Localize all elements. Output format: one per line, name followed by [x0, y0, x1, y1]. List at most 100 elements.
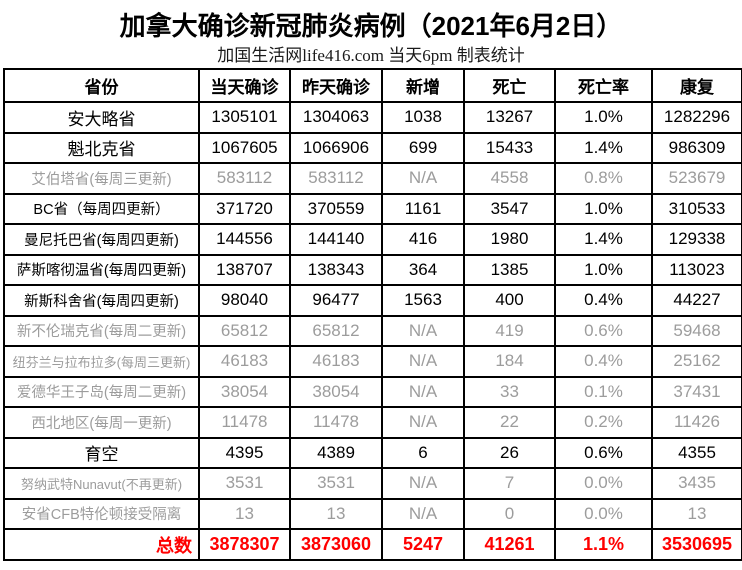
- column-header: 省份: [3, 68, 200, 103]
- value-cell: 400: [463, 284, 556, 317]
- value-cell: 1.4%: [554, 131, 653, 164]
- value-cell: 364: [381, 253, 465, 286]
- table-row: 新不伦瑞克省(每周二更新) 65812 65812 N/A 419 0.6% 59468: [3, 314, 742, 347]
- value-cell: 37431: [651, 375, 742, 408]
- value-cell: 44227: [651, 284, 742, 317]
- value-cell: N/A: [381, 467, 465, 500]
- value-cell: 0.0%: [554, 467, 653, 500]
- value-cell: 1.0%: [554, 101, 653, 134]
- table-body: 安大略省 1305101 1304063 1038 13267 1.0% 1282296 魁北…: [3, 101, 742, 561]
- province-cell: 新不伦瑞克省(每周二更新): [3, 314, 200, 347]
- value-cell: 59468: [651, 314, 742, 347]
- value-cell: 13: [651, 497, 742, 530]
- column-header: 昨天确诊: [289, 68, 383, 103]
- value-cell: 6: [381, 436, 465, 469]
- value-cell: 138343: [289, 253, 383, 286]
- value-cell: 1282296: [651, 101, 742, 134]
- value-cell: N/A: [381, 314, 465, 347]
- value-cell: 11478: [289, 406, 383, 439]
- value-cell: N/A: [381, 497, 465, 530]
- value-cell: 1305101: [198, 101, 291, 134]
- value-cell: 4389: [289, 436, 383, 469]
- table-row: 纽芬兰与拉布拉多(每周三更新) 46183 46183 N/A 184 0.4% 25162: [3, 345, 742, 378]
- value-cell: 370559: [289, 192, 383, 225]
- value-cell: 138707: [198, 253, 291, 286]
- value-cell: 129338: [651, 223, 742, 256]
- value-cell: 46183: [289, 345, 383, 378]
- total-row: 总数 3878307 3873060 5247 41261 1.1% 3530695: [3, 528, 742, 561]
- column-header: 康复: [651, 68, 742, 103]
- table-row: 萨斯喀彻温省(每周四更新) 138707 138343 364 1385 1.0% 1130…: [3, 253, 742, 286]
- value-cell: 3435: [651, 467, 742, 500]
- table-row: BC省（每周四更新） 371720 370559 1161 3547 1.0% 310533: [3, 192, 742, 225]
- value-cell: N/A: [381, 406, 465, 439]
- value-cell: 113023: [651, 253, 742, 286]
- column-header: 死亡率: [554, 68, 653, 103]
- value-cell: 1385: [463, 253, 556, 286]
- value-cell: 38054: [289, 375, 383, 408]
- province-cell: 西北地区(每周一更新): [3, 406, 200, 439]
- value-cell: 11478: [198, 406, 291, 439]
- value-cell: 0.6%: [554, 314, 653, 347]
- value-cell: 0.2%: [554, 406, 653, 439]
- column-header: 死亡: [463, 68, 556, 103]
- value-cell: 3531: [289, 467, 383, 500]
- total-label: 总数: [3, 528, 200, 561]
- value-cell: 26: [463, 436, 556, 469]
- value-cell: 523679: [651, 162, 742, 195]
- value-cell: 3531: [198, 467, 291, 500]
- value-cell: 1980: [463, 223, 556, 256]
- table-row: 新斯科舍省(每周四更新) 98040 96477 1563 400 0.4% 44227: [3, 284, 742, 317]
- value-cell: 310533: [651, 192, 742, 225]
- value-cell: 1161: [381, 192, 465, 225]
- value-cell: 0: [463, 497, 556, 530]
- value-cell: 25162: [651, 345, 742, 378]
- value-cell: 38054: [198, 375, 291, 408]
- value-cell: 98040: [198, 284, 291, 317]
- value-cell: 144556: [198, 223, 291, 256]
- table-row: 育空 4395 4389 6 26 0.6% 4355: [3, 436, 742, 469]
- value-cell: 11426: [651, 406, 742, 439]
- value-cell: 0.1%: [554, 375, 653, 408]
- value-cell: 13: [289, 497, 383, 530]
- covid-stats-table: 省份 当天确诊 昨天确诊 新增 死亡 死亡率 康复 安大略省 1305101 1304063 10…: [3, 68, 742, 561]
- value-cell: 1038: [381, 101, 465, 134]
- value-cell: 0.4%: [554, 284, 653, 317]
- value-cell: 419: [463, 314, 556, 347]
- value-cell: 0.4%: [554, 345, 653, 378]
- value-cell: 65812: [289, 314, 383, 347]
- table-row: 爱德华王子岛(每周二更新) 38054 38054 N/A 33 0.1% 37431: [3, 375, 742, 408]
- value-cell: 3547: [463, 192, 556, 225]
- table-row: 安省CFB特伦顿接受隔离 13 13 N/A 0 0.0% 13: [3, 497, 742, 530]
- value-cell: 1067605: [198, 131, 291, 164]
- province-cell: BC省（每周四更新）: [3, 192, 200, 225]
- province-cell: 安大略省: [3, 101, 200, 134]
- province-cell: 育空: [3, 436, 200, 469]
- total-value-cell: 3878307: [198, 528, 291, 561]
- value-cell: 4355: [651, 436, 742, 469]
- total-value-cell: 3530695: [651, 528, 742, 561]
- value-cell: 15433: [463, 131, 556, 164]
- province-cell: 魁北克省: [3, 131, 200, 164]
- value-cell: 371720: [198, 192, 291, 225]
- value-cell: 1304063: [289, 101, 383, 134]
- table-row: 努纳武特Nunavut(不再更新) 3531 3531 N/A 7 0.0% 3435: [3, 467, 742, 500]
- value-cell: 1563: [381, 284, 465, 317]
- page-title: 加拿大确诊新冠肺炎病例（2021年6月2日）: [119, 11, 623, 41]
- value-cell: 7: [463, 467, 556, 500]
- value-cell: 13: [198, 497, 291, 530]
- value-cell: 416: [381, 223, 465, 256]
- value-cell: 4395: [198, 436, 291, 469]
- total-value-cell: 41261: [463, 528, 556, 561]
- province-cell: 爱德华王子岛(每周二更新): [3, 375, 200, 408]
- value-cell: N/A: [381, 375, 465, 408]
- column-header: 当天确诊: [198, 68, 291, 103]
- value-cell: 33: [463, 375, 556, 408]
- value-cell: 65812: [198, 314, 291, 347]
- total-value-cell: 5247: [381, 528, 465, 561]
- value-cell: 583112: [289, 162, 383, 195]
- province-cell: 纽芬兰与拉布拉多(每周三更新): [3, 345, 200, 378]
- province-cell: 新斯科舍省(每周四更新): [3, 284, 200, 317]
- value-cell: 13267: [463, 101, 556, 134]
- value-cell: 1066906: [289, 131, 383, 164]
